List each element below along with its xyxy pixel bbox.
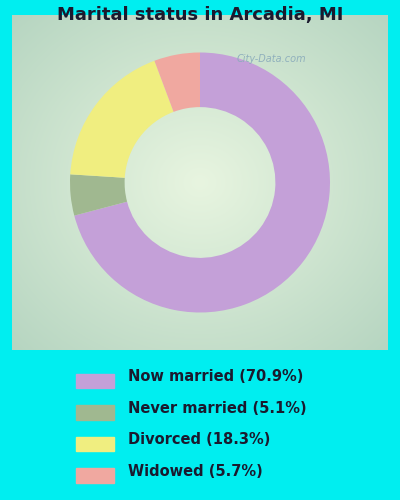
Bar bbox=[76, 436, 114, 451]
Bar bbox=[76, 405, 114, 419]
Text: Divorced (18.3%): Divorced (18.3%) bbox=[128, 432, 270, 448]
Text: Widowed (5.7%): Widowed (5.7%) bbox=[128, 464, 263, 479]
Wedge shape bbox=[70, 174, 127, 216]
Wedge shape bbox=[74, 52, 330, 312]
Bar bbox=[76, 374, 114, 388]
Wedge shape bbox=[70, 60, 174, 178]
Text: Now married (70.9%): Now married (70.9%) bbox=[128, 370, 303, 384]
Text: Never married (5.1%): Never married (5.1%) bbox=[128, 401, 307, 416]
Wedge shape bbox=[154, 52, 200, 112]
Text: Marital status in Arcadia, MI: Marital status in Arcadia, MI bbox=[57, 6, 343, 24]
Text: City-Data.com: City-Data.com bbox=[237, 54, 306, 64]
Bar bbox=[76, 468, 114, 482]
